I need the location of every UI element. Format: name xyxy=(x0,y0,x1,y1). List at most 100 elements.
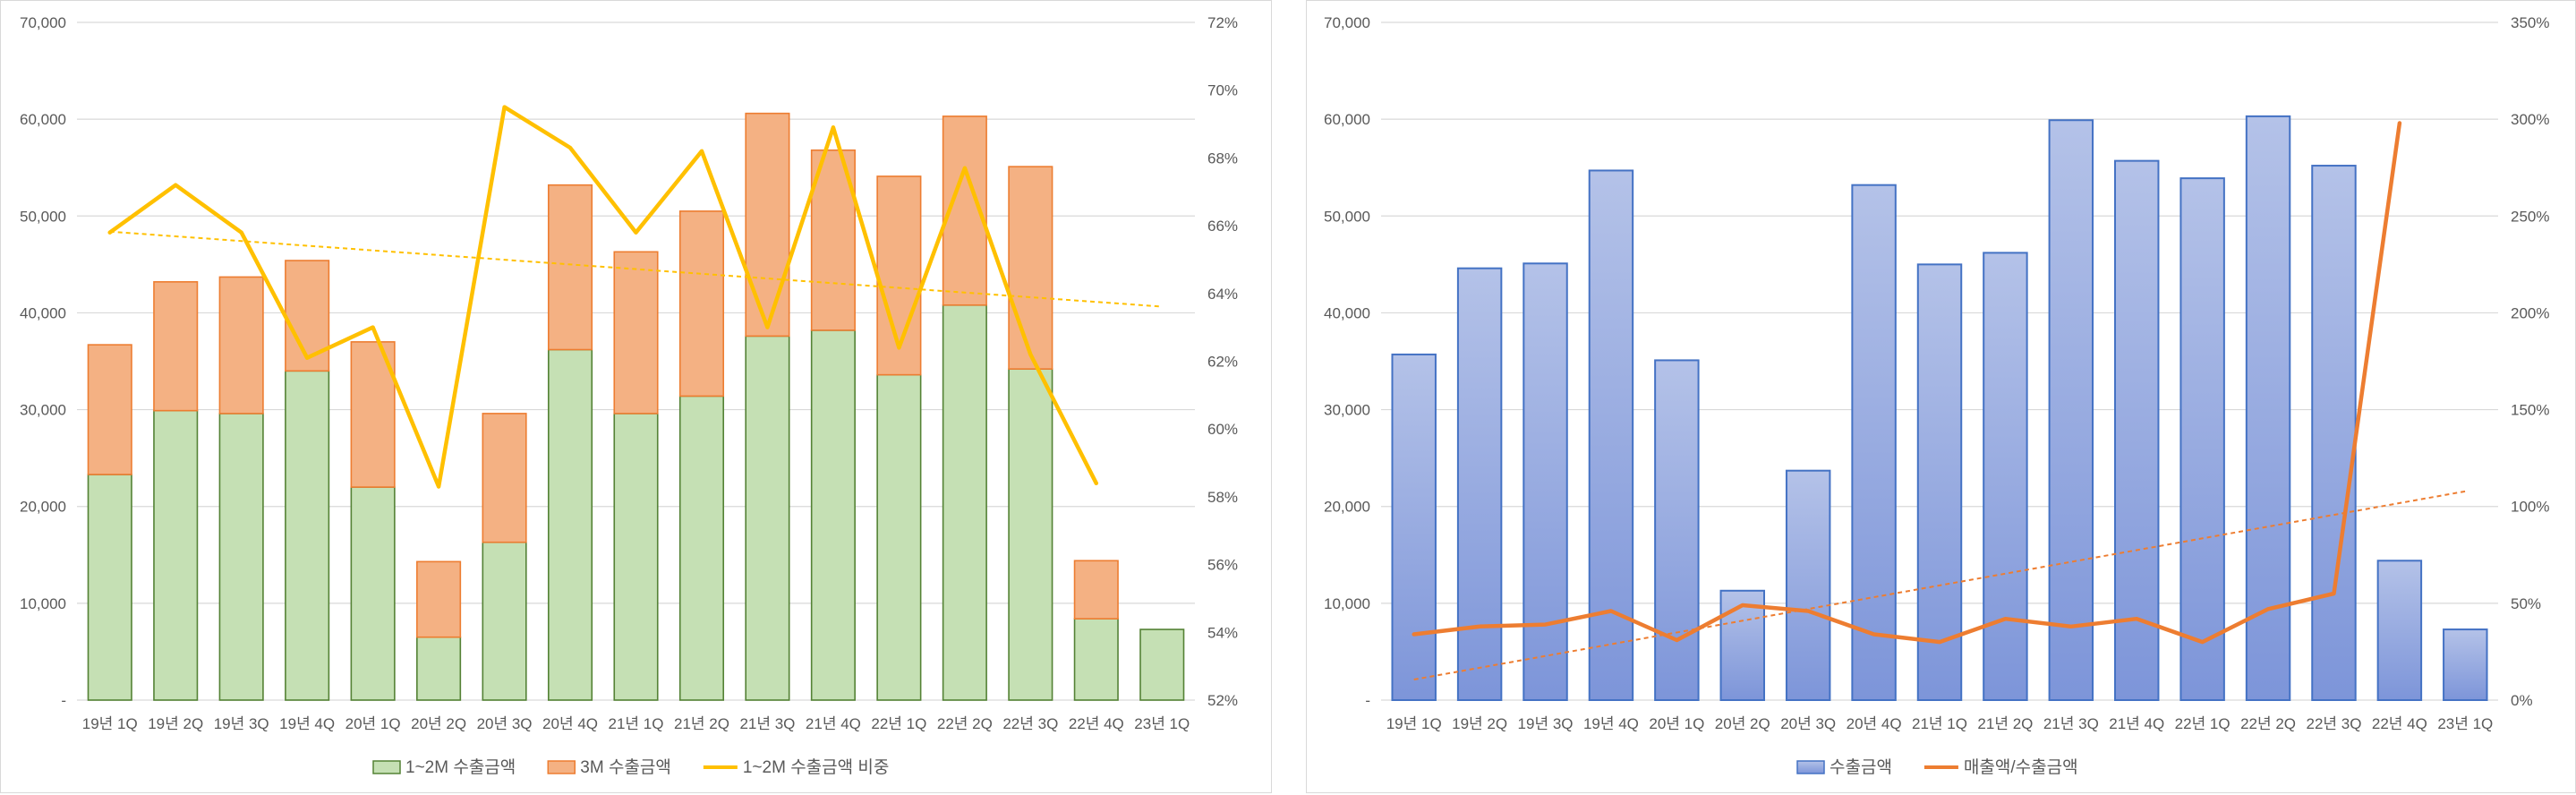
x-tick-label: 22년 2Q xyxy=(2240,715,2296,732)
series-line xyxy=(107,105,1099,489)
y-tick-label-right: 0% xyxy=(2511,692,2533,709)
legend-swatch xyxy=(1796,760,1825,774)
y-tick-label-left: 10,000 xyxy=(1324,595,1370,612)
x-tick-label: 21년 2Q xyxy=(674,715,729,732)
bar xyxy=(482,541,527,701)
bar xyxy=(2048,119,2094,701)
y-tick-label-right: 62% xyxy=(1207,354,1238,371)
bar xyxy=(1983,252,2028,701)
x-tick-label: 19년 3Q xyxy=(1518,715,1574,732)
x-tick-label: 19년 1Q xyxy=(82,715,138,732)
bar xyxy=(1456,267,1503,701)
x-tick-label: 22년 4Q xyxy=(2372,715,2427,732)
y-tick-label-left: 60,000 xyxy=(20,111,66,128)
bar xyxy=(1719,589,1765,702)
bar xyxy=(2114,159,2160,701)
x-tick-label: 21년 4Q xyxy=(2109,715,2164,732)
x-tick-label: 21년 4Q xyxy=(806,715,861,732)
y-tick-label-left: 50,000 xyxy=(1324,208,1370,225)
legend-label: 수출금액 xyxy=(1830,757,1892,777)
y-tick-label-right: 66% xyxy=(1207,218,1238,235)
x-tick-label: 20년 1Q xyxy=(345,715,401,732)
x-tick-label: 21년 1Q xyxy=(1912,715,1967,732)
y-tick-label-left: 20,000 xyxy=(20,499,66,516)
x-tick-label: 21년 1Q xyxy=(609,715,664,732)
y-tick-label-right: 350% xyxy=(2511,14,2549,31)
bar xyxy=(87,344,132,475)
x-tick-label: 20년 4Q xyxy=(542,715,598,732)
y-tick-label-right: 72% xyxy=(1207,14,1238,31)
y-tick-label-left: 40,000 xyxy=(1324,304,1370,321)
legend-label: 1~2M 수출금액 비중 xyxy=(743,757,890,777)
bar xyxy=(1008,166,1053,370)
bar xyxy=(1391,353,1437,701)
x-tick-label: 19년 2Q xyxy=(1452,715,1507,732)
x-tick-label: 22년 1Q xyxy=(871,715,926,732)
bar xyxy=(1139,628,1185,701)
chart-panel-right: - 10,000 20,000 30,000 40,000 50,000 60,000 70,… xyxy=(1306,0,2576,793)
bar xyxy=(218,276,264,415)
y-tick-label-right: 68% xyxy=(1207,150,1238,167)
bar xyxy=(2179,177,2225,702)
bar xyxy=(482,413,527,543)
y-tick-label-left: - xyxy=(1365,692,1370,709)
y-tick-label-right: 200% xyxy=(2511,304,2549,321)
bar xyxy=(678,395,725,701)
bar xyxy=(1851,184,1897,701)
y-tick-label-right: 250% xyxy=(2511,208,2549,225)
y-tick-label-right: 54% xyxy=(1207,624,1238,641)
x-tick-label: 20년 3Q xyxy=(1780,715,1836,732)
x-tick-label: 20년 2Q xyxy=(411,715,466,732)
y-tick-label-right: 58% xyxy=(1207,489,1238,506)
bar xyxy=(942,303,987,701)
bar xyxy=(613,251,659,415)
x-tick-label: 20년 3Q xyxy=(477,715,533,732)
legend-swatch xyxy=(372,760,401,774)
x-tick-label: 19년 4Q xyxy=(279,715,335,732)
bar xyxy=(2311,165,2357,701)
x-tick-label: 19년 4Q xyxy=(1583,715,1639,732)
bar xyxy=(1073,560,1119,620)
stacked-bar-line-chart: - 10,000 20,000 30,000 40,000 50,000 60,000 70,… xyxy=(20,14,1238,777)
y-tick-label-right: 56% xyxy=(1207,557,1238,574)
bar xyxy=(1654,359,1700,701)
x-tick-label: 22년 1Q xyxy=(2175,715,2231,732)
bar xyxy=(1916,263,1963,701)
y-tick-label-left: 70,000 xyxy=(1324,14,1370,31)
bar xyxy=(745,335,790,701)
legend-label: 1~2M 수출금액 xyxy=(405,757,516,777)
x-tick-label: 22년 3Q xyxy=(1002,715,1058,732)
x-tick-label: 21년 3Q xyxy=(739,715,795,732)
bar xyxy=(218,413,264,701)
x-tick-label: 19년 2Q xyxy=(148,715,203,732)
y-tick-label-right: 100% xyxy=(2511,499,2549,516)
x-tick-label: 21년 3Q xyxy=(2043,715,2099,732)
series-line xyxy=(1412,121,2402,645)
x-tick-label: 21년 2Q xyxy=(1977,715,2033,732)
y-tick-label-right: 150% xyxy=(2511,402,2549,419)
bar-line-chart: - 10,000 20,000 30,000 40,000 50,000 60,000 70,… xyxy=(1324,14,2549,777)
y-tick-label-left: 60,000 xyxy=(1324,111,1370,128)
bar xyxy=(285,370,330,701)
y-tick-label-right: 50% xyxy=(2511,595,2541,612)
y-tick-label-left: - xyxy=(61,692,66,709)
legend-label: 3M 수출금액 xyxy=(580,757,671,777)
bar xyxy=(87,474,132,701)
bar xyxy=(678,210,725,398)
bar xyxy=(745,112,790,338)
x-tick-label: 22년 2Q xyxy=(937,715,993,732)
x-tick-label: 22년 4Q xyxy=(1069,715,1124,732)
bar xyxy=(2443,628,2488,702)
bar xyxy=(1785,469,1831,701)
y-tick-label-right: 70% xyxy=(1207,82,1238,99)
x-tick-label: 22년 3Q xyxy=(2306,715,2361,732)
bar xyxy=(1008,368,1053,701)
y-tick-label-left: 30,000 xyxy=(1324,402,1370,419)
x-tick-label: 23년 1Q xyxy=(1134,715,1190,732)
bar xyxy=(547,348,593,701)
y-tick-label-left: 50,000 xyxy=(20,208,66,225)
y-tick-label-left: 70,000 xyxy=(20,14,66,31)
bar xyxy=(876,373,922,701)
y-tick-label-right: 300% xyxy=(2511,111,2549,128)
bar xyxy=(613,413,659,701)
